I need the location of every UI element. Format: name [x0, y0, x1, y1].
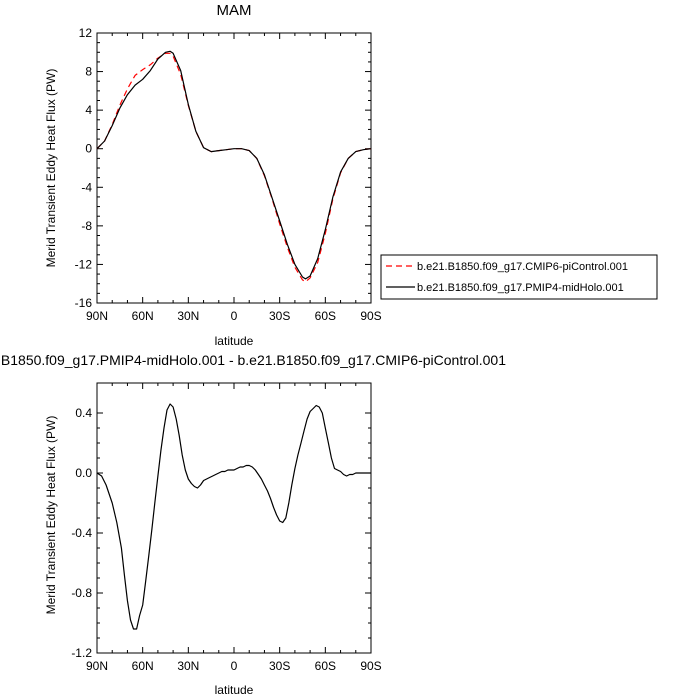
chart-title: MAM: [217, 2, 252, 19]
series-line-0: [96, 52, 372, 283]
bottom-panel: b.e21.B1850.f09_g17.PMIP4-midHolo.001 - …: [0, 352, 506, 697]
axis-ticks: 90N 60N 30N 0 30S 60S 90S -1.2 -0.8 -0.4 0.0 0.4: [71, 383, 382, 673]
y-axis-label: Merid Transient Eddy Heat Flux (PW): [44, 69, 58, 268]
axis-ticks: 90N 60N 30N 0 30S 60S 90S -16 -12 -8 -4 0 4 8 12: [75, 26, 382, 323]
legend: b.e21.B1850.f09_g17.CMIP6-piControl.001 …: [380, 254, 658, 300]
x-tick-label: 30N: [177, 309, 199, 323]
y-tick-label: -12: [75, 257, 93, 271]
y-tick-label: -1.2: [71, 646, 92, 660]
x-tick-label: 0: [231, 659, 238, 673]
y-tick-label: -0.4: [71, 526, 92, 540]
x-tick-label: 60S: [315, 659, 336, 673]
x-tick-label: 30N: [177, 659, 199, 673]
legend-label-midholo: b.e21.B1850.f09_g17.PMIP4-midHolo.001: [417, 282, 624, 294]
x-tick-label: 30S: [269, 309, 290, 323]
series-line-1: [96, 50, 372, 280]
x-tick-label: 0: [231, 309, 238, 323]
x-axis-label: latitude: [215, 334, 254, 348]
x-tick-label: 60S: [315, 309, 336, 323]
y-tick-label: -0.8: [71, 586, 92, 600]
y-tick-label: -16: [75, 296, 93, 310]
x-tick-label: 90N: [86, 309, 108, 323]
x-tick-label: 60N: [132, 309, 154, 323]
y-tick-label: -4: [81, 180, 92, 194]
plot-frame: [96, 32, 372, 304]
plot-lines: [96, 50, 372, 283]
x-tick-label: 90S: [360, 659, 381, 673]
y-tick-label: 0.0: [75, 466, 92, 480]
x-axis-label: latitude: [215, 683, 254, 697]
y-axis-label: Merid Transient Eddy Heat Flux (PW): [44, 416, 58, 615]
series-line-0: [96, 403, 371, 630]
y-tick-label: 8: [85, 65, 92, 79]
plot-lines: [96, 403, 371, 630]
plot-frame: [96, 382, 372, 654]
y-tick-label: 0: [85, 142, 92, 156]
y-tick-label: 0.4: [75, 406, 92, 420]
y-tick-label: 4: [85, 103, 92, 117]
legend-label-picontrol: b.e21.B1850.f09_g17.CMIP6-piControl.001: [417, 261, 628, 273]
x-tick-label: 30S: [269, 659, 290, 673]
x-tick-label: 90S: [360, 309, 381, 323]
top-panel: MAM Merid Transient Eddy Heat Flux (PW) …: [44, 2, 382, 348]
legend-box: [380, 254, 658, 300]
y-tick-label: 12: [79, 26, 93, 40]
x-tick-label: 60N: [132, 659, 154, 673]
chart-title-difference: b.e21.B1850.f09_g17.PMIP4-midHolo.001 - …: [0, 352, 506, 368]
y-tick-label: -8: [81, 219, 92, 233]
x-tick-label: 90N: [86, 659, 108, 673]
